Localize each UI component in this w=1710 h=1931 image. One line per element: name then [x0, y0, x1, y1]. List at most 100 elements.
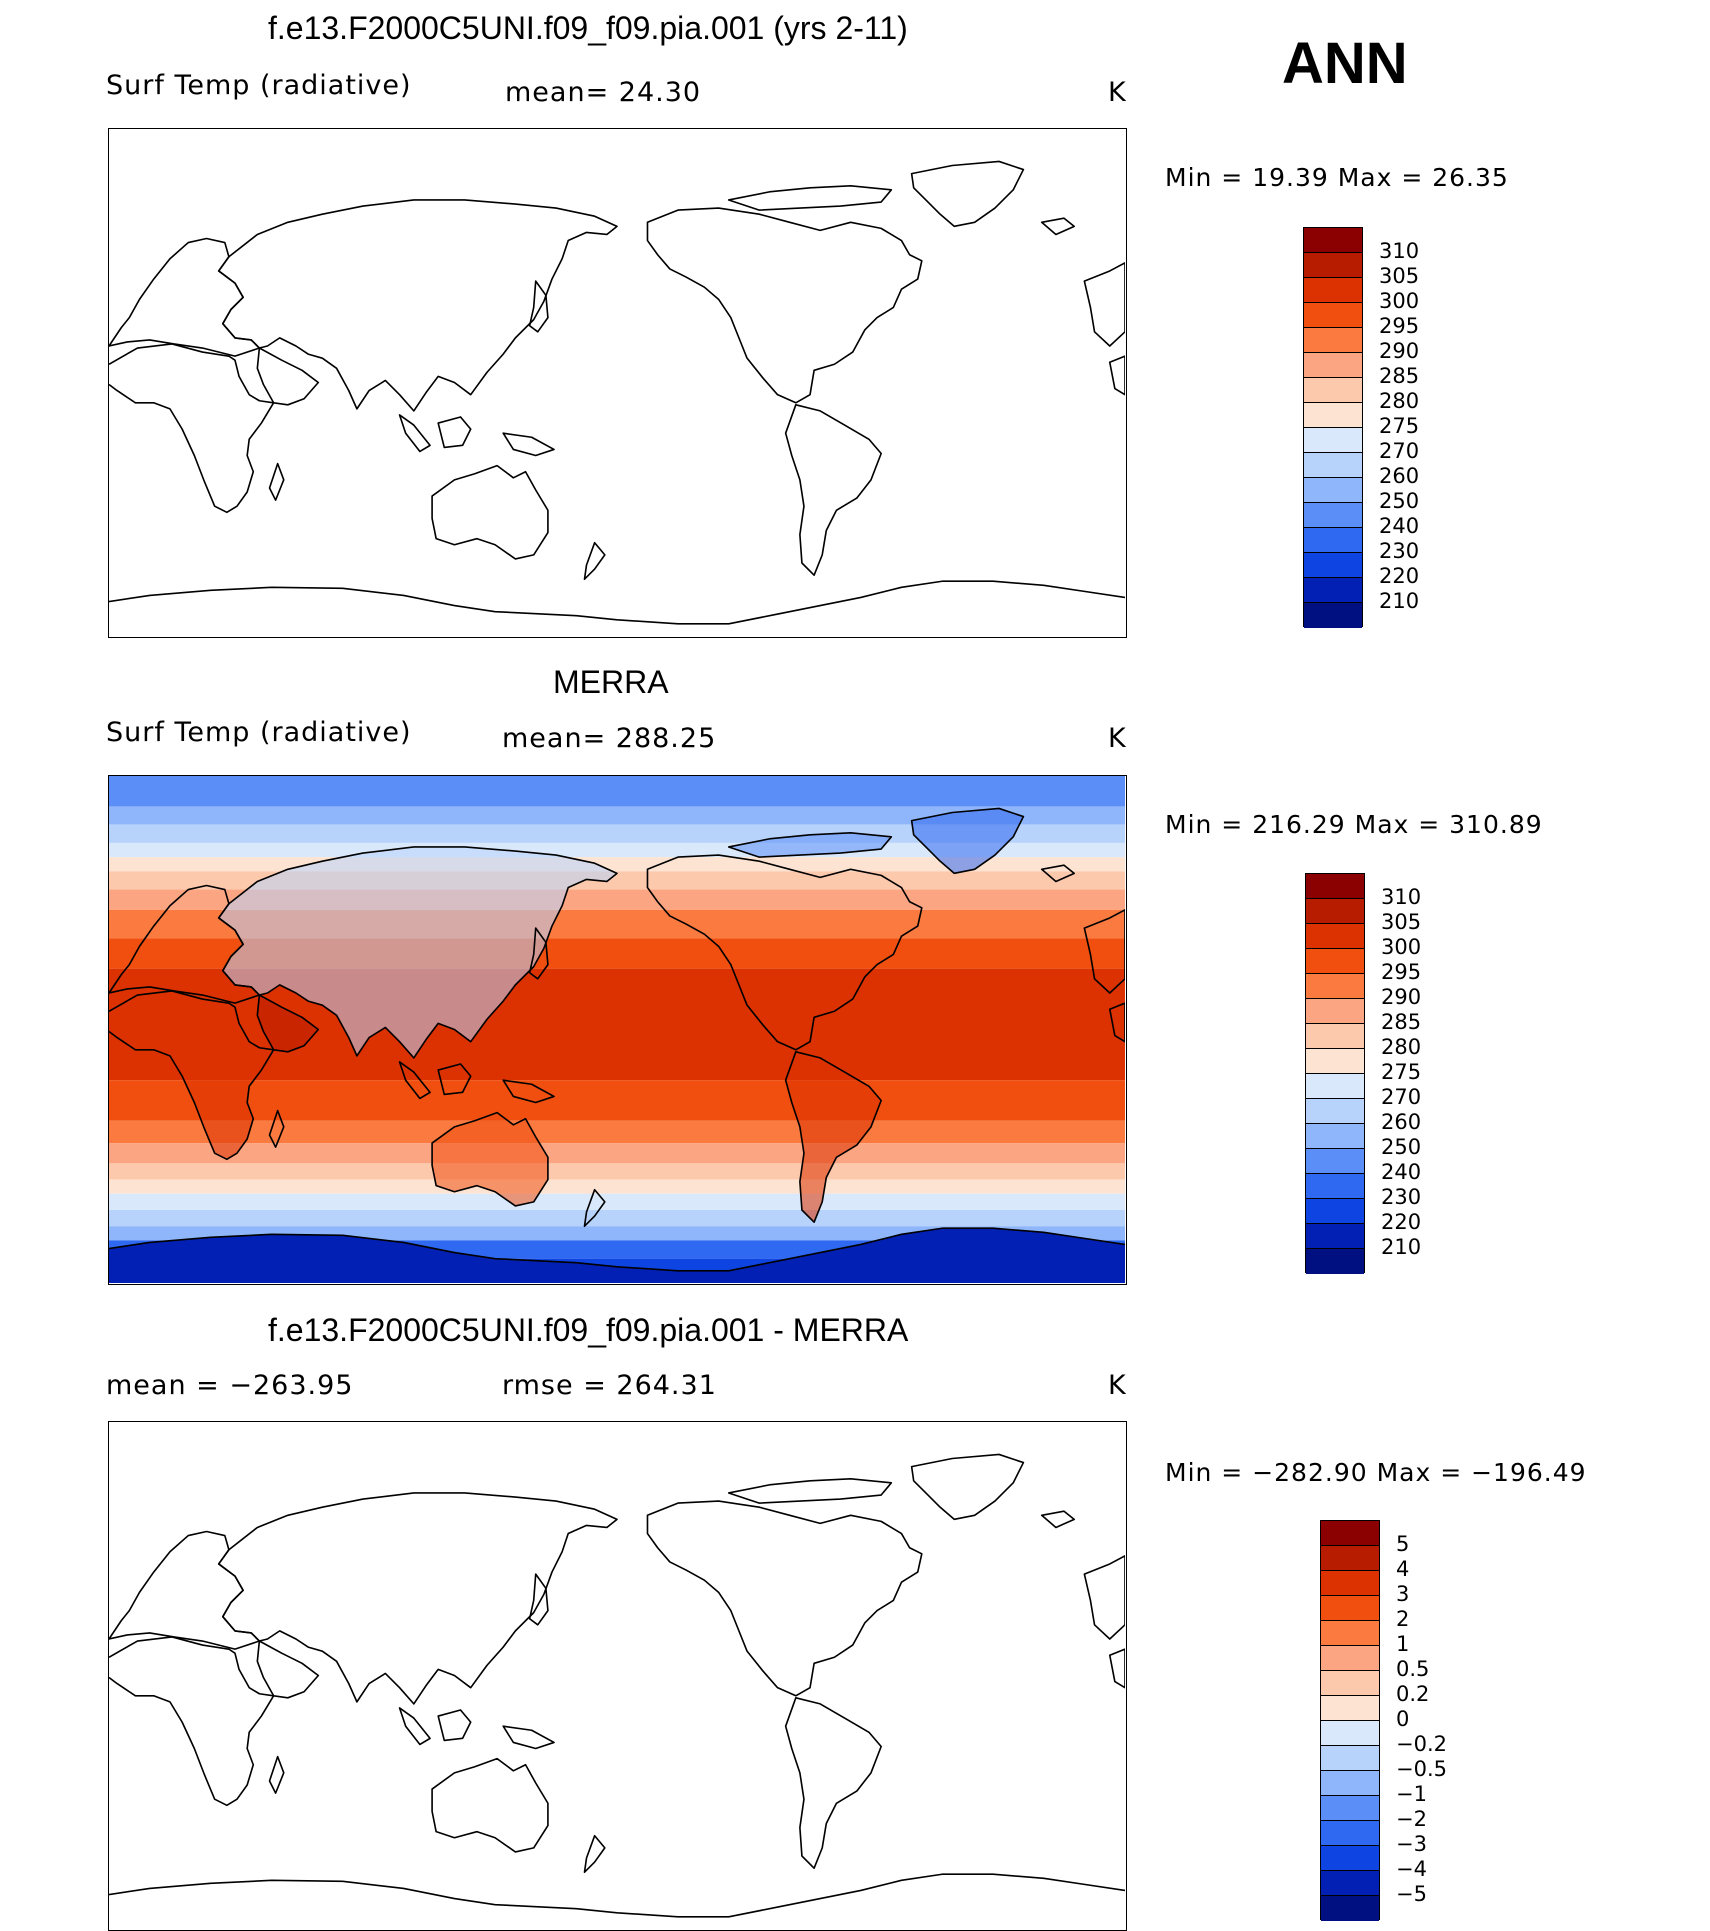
colorbar-swatch: [1321, 1746, 1379, 1771]
coastline-antarctica: [109, 580, 1125, 625]
coastline-iceland: [1040, 864, 1076, 883]
coastline-westeurope_edge: [1083, 262, 1125, 347]
colorbar-swatch: [1321, 1521, 1379, 1546]
colorbar-tick-label: 0.2: [1396, 1682, 1430, 1706]
colorbar-swatch: [1306, 924, 1364, 949]
coastline-japan: [528, 927, 549, 980]
panel-1-map: [108, 128, 1127, 638]
colorbar-swatches: [1305, 873, 1365, 1274]
colorbar-swatch: [1306, 1074, 1364, 1099]
coastline-asia: [217, 846, 618, 1059]
coastline-greenland: [910, 1453, 1025, 1521]
coastline-madagascar: [268, 1755, 285, 1794]
colorbar-tick-label: 310: [1381, 885, 1422, 909]
colorbar-tick-label: 300: [1381, 935, 1422, 959]
colorbar-tick-label: 0.5: [1396, 1657, 1430, 1681]
panel-1-units: K: [1108, 77, 1127, 108]
coastline-iceland: [1040, 1510, 1076, 1529]
colorbar-swatch: [1321, 1571, 1379, 1596]
colorbar-tick-label: 0: [1396, 1707, 1410, 1731]
colorbar-tick-label: 220: [1379, 564, 1420, 588]
coastline-newguinea: [502, 432, 555, 457]
colorbar-swatch: [1306, 1049, 1364, 1074]
colorbar-tick-label: 270: [1381, 1085, 1422, 1109]
coastline-australia: [431, 1111, 549, 1207]
colorbar-tick-label: 4: [1396, 1557, 1410, 1581]
colorbar-tick-label: 290: [1381, 985, 1422, 1009]
coastline-japan: [528, 280, 549, 333]
colorbar-tick-label: 285: [1381, 1010, 1422, 1034]
colorbar-tick-label: 230: [1379, 539, 1420, 563]
colorbar-tick-label: −0.2: [1396, 1732, 1447, 1756]
coastline-madagascar: [268, 1109, 285, 1148]
colorbar-tick-label: 305: [1381, 910, 1422, 934]
colorbar-swatch: [1306, 1199, 1364, 1224]
colorbar-tick-label: −1: [1396, 1782, 1427, 1806]
colorbar-tick-label: 2: [1396, 1607, 1410, 1631]
colorbar-swatch: [1304, 503, 1362, 528]
panel-2-title: MERRA: [553, 664, 669, 700]
colorbar-swatch: [1321, 1721, 1379, 1746]
colorbar-tick-label: 310: [1379, 239, 1420, 263]
coastline-westafrica_edge: [1108, 355, 1125, 396]
coastline-sumatra: [398, 1707, 431, 1746]
colorbar-tick-label: 250: [1381, 1135, 1422, 1159]
temperature-band: [109, 776, 1125, 807]
coastline-northamerica: [646, 1500, 923, 1697]
coastline-australia: [431, 464, 549, 560]
coastline-antarctica: [109, 1873, 1125, 1918]
land-temperature-patch: [728, 832, 892, 858]
colorbar-swatch: [1321, 1546, 1379, 1571]
coastline-africa: [109, 990, 275, 1161]
colorbar-swatch: [1321, 1821, 1379, 1846]
temperature-band: [109, 1143, 1125, 1164]
coastline-newguinea: [502, 1725, 555, 1750]
colorbar-tick-label: 250: [1379, 489, 1420, 513]
colorbar-tick-label: 260: [1381, 1110, 1422, 1134]
colorbar-tick-label: −4: [1396, 1857, 1427, 1881]
coastline-borneo: [437, 1063, 472, 1096]
colorbar-swatch: [1321, 1596, 1379, 1621]
colorbar-swatch: [1304, 328, 1362, 353]
panel-2-mean-label: mean= 288.25: [502, 723, 717, 754]
coastline-arabia: [256, 1640, 320, 1699]
temperature-band: [109, 1080, 1125, 1121]
panel-3-map: [108, 1421, 1127, 1931]
colorbar-swatch: [1306, 1099, 1364, 1124]
coastline-iceland: [1040, 217, 1076, 236]
land-temperature-patch: [785, 1051, 882, 1223]
coastline-westafrica_edge: [1108, 1002, 1125, 1043]
temperature-band: [109, 1120, 1125, 1144]
land-temperature-patch: [432, 1112, 548, 1206]
colorbar-tick-label: 275: [1379, 414, 1420, 438]
colorbar-swatch: [1321, 1846, 1379, 1871]
coastline-westeurope_edge: [1083, 1555, 1125, 1640]
colorbar-swatch: [1304, 353, 1362, 378]
temperature-band: [109, 806, 1125, 825]
panel-3-rmse-label: rmse = 264.31: [502, 1370, 717, 1401]
coastline-newzealand: [583, 541, 606, 581]
temperature-band: [109, 1179, 1125, 1194]
coastline-arctic_islands: [727, 1477, 893, 1504]
colorbar-swatch: [1304, 553, 1362, 578]
colorbar-swatch: [1304, 253, 1362, 278]
coastline-newzealand: [583, 1834, 606, 1874]
colorbar-tick-label: 300: [1379, 289, 1420, 313]
colorbar-swatch: [1306, 874, 1364, 899]
colorbar-tick-label: 285: [1379, 364, 1420, 388]
coastline-arabia: [256, 994, 320, 1053]
temperature-band: [109, 1193, 1125, 1210]
coastline-sumatra: [398, 414, 431, 453]
coastline-arctic_islands: [727, 831, 893, 858]
panel-1-minmax: Min = 19.39 Max = 26.35: [1165, 163, 1509, 192]
land-temperature-patch: [218, 846, 617, 1058]
coastline-japan: [528, 1573, 549, 1626]
colorbar-swatch: [1306, 1224, 1364, 1249]
colorbar-swatch: [1304, 278, 1362, 303]
season-label: ANN: [1282, 31, 1408, 96]
colorbar-swatch: [1304, 528, 1362, 553]
colorbar-swatch: [1306, 1149, 1364, 1174]
colorbar-swatch: [1321, 1896, 1379, 1921]
colorbar-swatch: [1304, 228, 1362, 253]
colorbar-swatch: [1321, 1621, 1379, 1646]
